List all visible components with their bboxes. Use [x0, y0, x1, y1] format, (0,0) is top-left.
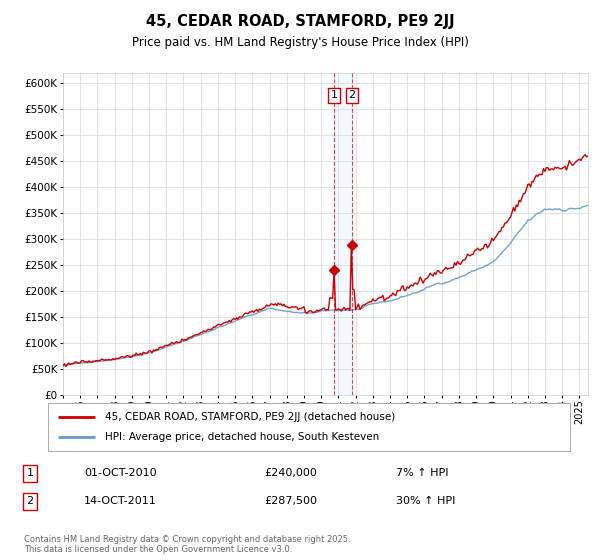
Text: 30% ↑ HPI: 30% ↑ HPI: [396, 496, 455, 506]
Text: £240,000: £240,000: [264, 468, 317, 478]
Text: 45, CEDAR ROAD, STAMFORD, PE9 2JJ (detached house): 45, CEDAR ROAD, STAMFORD, PE9 2JJ (detac…: [106, 412, 395, 422]
Text: 14-OCT-2011: 14-OCT-2011: [84, 496, 157, 506]
Text: Price paid vs. HM Land Registry's House Price Index (HPI): Price paid vs. HM Land Registry's House …: [131, 36, 469, 49]
Text: 1: 1: [331, 90, 338, 100]
Text: 7% ↑ HPI: 7% ↑ HPI: [396, 468, 449, 478]
Text: 1: 1: [26, 468, 34, 478]
Text: Contains HM Land Registry data © Crown copyright and database right 2025.
This d: Contains HM Land Registry data © Crown c…: [24, 535, 350, 554]
Text: 01-OCT-2010: 01-OCT-2010: [84, 468, 157, 478]
Text: HPI: Average price, detached house, South Kesteven: HPI: Average price, detached house, Sout…: [106, 432, 380, 442]
Bar: [334, 73, 352, 395]
Text: 45, CEDAR ROAD, STAMFORD, PE9 2JJ: 45, CEDAR ROAD, STAMFORD, PE9 2JJ: [146, 14, 454, 29]
Text: 2: 2: [26, 496, 34, 506]
Text: £287,500: £287,500: [264, 496, 317, 506]
Text: 2: 2: [349, 90, 356, 100]
